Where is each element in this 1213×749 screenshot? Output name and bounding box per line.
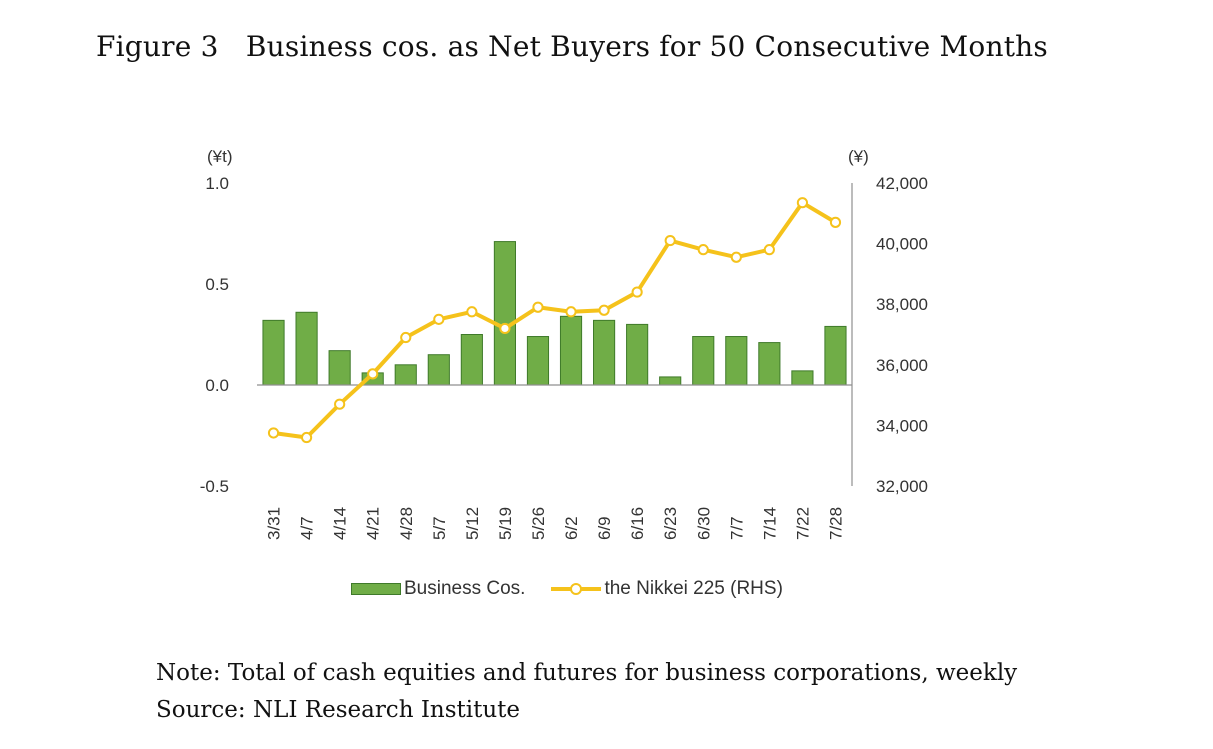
- figure-note: Note: Total of cash equities and futures…: [156, 660, 1018, 686]
- chart-legend: Business Cos. the Nikkei 225 (RHS): [351, 578, 783, 600]
- bar: [427, 354, 450, 386]
- nikkei-line-path: [271, 200, 838, 440]
- right-tick-label: 42,000: [876, 174, 928, 193]
- nikkei-point: [697, 244, 709, 256]
- left-axis-ticks: 1.0 0.5 0.0 -0.5: [200, 174, 229, 496]
- nikkei-point: [664, 234, 676, 247]
- nikkei-point: [565, 306, 577, 318]
- x-tick-label: 5/19: [496, 507, 515, 540]
- right-tick-label: 36,000: [876, 356, 928, 375]
- nikkei-point: [300, 431, 313, 444]
- right-axis-unit: (¥): [848, 147, 869, 166]
- bar: [725, 336, 748, 386]
- x-tick-label: 7/28: [826, 507, 845, 540]
- x-tick-label: 6/16: [628, 507, 647, 540]
- left-tick-label: -0.5: [200, 477, 229, 496]
- legend-label-nikkei: the Nikkei 225 (RHS): [604, 578, 783, 599]
- bar: [626, 323, 649, 386]
- bar: [328, 350, 351, 386]
- bar: [791, 370, 814, 386]
- figure-title: Figure 3 Business cos. as Net Buyers for…: [96, 30, 1048, 63]
- x-tick-label: 7/22: [793, 507, 812, 540]
- x-tick-label: 6/9: [595, 516, 614, 540]
- left-tick-label: 0.5: [205, 275, 229, 294]
- left-tick-label: 1.0: [205, 174, 229, 193]
- figure-notes: Note: Total of cash equities and futures…: [156, 655, 1017, 729]
- nikkei-point: [400, 331, 412, 344]
- legend-label-business-cos: Business Cos.: [404, 578, 526, 599]
- x-tick-label: 3/31: [265, 507, 284, 540]
- right-tick-label: 40,000: [876, 235, 928, 254]
- x-tick-label: 4/21: [364, 507, 383, 540]
- left-tick-label: 0.0: [205, 376, 229, 395]
- left-axis-unit: (¥t): [207, 147, 233, 166]
- nikkei-point: [763, 244, 775, 256]
- x-tick-label: 6/2: [562, 516, 581, 540]
- bar: [460, 334, 483, 386]
- x-tick-label: 7/7: [727, 516, 746, 540]
- nikkei-point: [829, 216, 842, 228]
- x-tick-label: 5/12: [463, 507, 482, 540]
- legend-item-nikkei: the Nikkei 225 (RHS): [525, 578, 783, 600]
- figure-source: Source: NLI Research Institute: [156, 697, 521, 723]
- nikkei-point: [334, 398, 346, 410]
- nikkei-point: [367, 368, 379, 380]
- nikkei-point: [466, 306, 478, 318]
- nikkei-line: [267, 197, 842, 444]
- nikkei-point: [532, 301, 544, 313]
- legend-swatch-bar: [351, 583, 401, 595]
- right-tick-label: 38,000: [876, 295, 928, 314]
- x-tick-label: 5/26: [529, 507, 548, 540]
- nikkei-point: [631, 286, 643, 298]
- bar: [526, 336, 550, 386]
- legend-item-business-cos: Business Cos.: [351, 578, 525, 600]
- nikkei-point: [433, 313, 445, 325]
- right-tick-label: 32,000: [876, 477, 928, 496]
- bar: [593, 319, 616, 386]
- bar: [559, 315, 583, 386]
- x-tick-label: 4/28: [397, 507, 416, 540]
- legend-swatch-line: [551, 582, 602, 596]
- business-cos-bars: [262, 241, 847, 386]
- x-tick-label: 6/30: [694, 507, 713, 540]
- x-tick-label: 4/14: [331, 507, 350, 540]
- nikkei-point: [499, 322, 511, 335]
- x-axis-labels: 3/31 4/7 4/14 4/21 4/28 5/7 5/12 5/19 5/26 6/2 6/9…: [265, 507, 846, 540]
- x-tick-label: 4/7: [298, 516, 317, 540]
- bar: [692, 336, 715, 386]
- x-tick-label: 7/14: [760, 507, 779, 540]
- x-tick-label: 6/23: [661, 507, 680, 540]
- nikkei-point: [730, 251, 742, 263]
- right-axis-ticks: 42,000 40,000 38,000 36,000 34,000 32,000: [876, 174, 928, 496]
- bar: [493, 241, 516, 386]
- bar: [295, 311, 318, 386]
- nikkei-point: [598, 304, 610, 316]
- bar: [262, 319, 285, 386]
- bar: [824, 325, 847, 386]
- nikkei-point: [267, 427, 280, 439]
- nikkei-point: [796, 197, 809, 209]
- bar: [758, 342, 781, 386]
- bar: [394, 364, 417, 386]
- bar: [659, 376, 682, 386]
- x-tick-label: 5/7: [430, 516, 449, 540]
- right-tick-label: 34,000: [876, 416, 928, 435]
